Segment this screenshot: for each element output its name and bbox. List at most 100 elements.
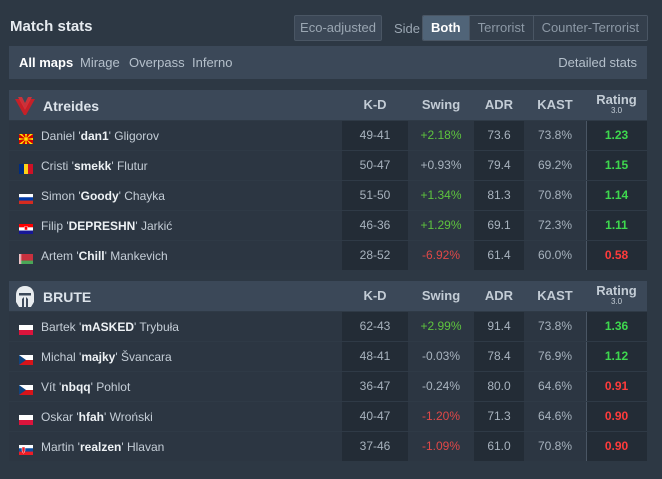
player-last-name: ' Trybuła: [134, 320, 179, 334]
player-first-name: Simon ': [41, 189, 81, 203]
stat-rating: 1.15: [604, 158, 629, 172]
macedonia-flag-icon: [19, 131, 33, 144]
romania-flag-icon: [19, 161, 33, 174]
player-cell: Vít 'nbqq' Pohlot: [9, 372, 342, 401]
player-name[interactable]: Simon 'Goody' Chayka: [41, 189, 165, 203]
player-cell: Daniel 'dan1' Gligorov: [9, 121, 342, 150]
map-tab-all-maps[interactable]: All maps: [19, 55, 74, 70]
rating-divider: [586, 372, 587, 401]
player-nickname: majky: [81, 350, 116, 364]
poland-flag-icon: [19, 412, 33, 425]
czech-flag-icon: [19, 382, 33, 395]
stat-swing: +2.99%: [408, 312, 474, 341]
player-row: Filip 'DEPRESHN' Jarkić 46-36 +1.29% 69.1 7…: [9, 210, 647, 240]
player-row: Bartek 'mASKED' Trybuła 62-43 +2.99% 91.4 7…: [9, 311, 647, 341]
stat-adr: 61.4: [487, 248, 511, 262]
team-header: BRUTE K-D Swing ADR KAST Rating 3.0: [9, 281, 647, 311]
player-first-name: Filip ': [41, 219, 69, 233]
player-nickname: DEPRESHN: [68, 219, 136, 233]
player-name[interactable]: Michal 'majky' Švancara: [41, 350, 172, 364]
stat-rating: 0.91: [604, 379, 629, 393]
player-cell: Cristi 'smekk' Flutur: [9, 151, 342, 180]
brute-logo: [13, 285, 37, 309]
player-nickname: nbqq: [61, 380, 91, 394]
team-name[interactable]: Atreides: [43, 98, 100, 114]
stat-kd: 46-36: [359, 218, 391, 232]
map-tab-mirage[interactable]: Mirage: [80, 55, 120, 70]
player-last-name: ' Švancara: [115, 350, 172, 364]
player-nickname: Chill: [78, 249, 105, 263]
col-header-adr[interactable]: ADR: [484, 97, 514, 112]
stat-kd: 62-43: [359, 319, 391, 333]
stat-kd: 49-41: [359, 128, 391, 142]
player-name[interactable]: Bartek 'mASKED' Trybuła: [41, 320, 179, 334]
player-name[interactable]: Daniel 'dan1' Gligorov: [41, 129, 159, 143]
stat-rating: 1.36: [604, 319, 629, 333]
col-header-swing[interactable]: Swing: [421, 288, 461, 303]
side-option-counter-terrorist[interactable]: Counter-Terrorist: [532, 16, 648, 40]
col-header-kast[interactable]: KAST: [537, 288, 573, 303]
player-nickname: Goody: [80, 189, 119, 203]
stat-rating: 1.14: [604, 188, 629, 202]
col-header-kd[interactable]: K-D: [363, 288, 387, 303]
team-table: BRUTE K-D Swing ADR KAST Rating 3.0 Bartek 'mA…: [9, 281, 647, 461]
col-header-swing[interactable]: Swing: [421, 97, 461, 112]
match-stats-header: Match stats Eco-adjusted Side Both Terro…: [0, 0, 662, 44]
player-row: Simon 'Goody' Chayka 51-50 +1.34% 81.3 70.8…: [9, 180, 647, 210]
player-nickname: mASKED: [81, 320, 134, 334]
eco-adjusted-toggle[interactable]: Eco-adjusted: [294, 15, 382, 41]
player-first-name: Bartek ': [41, 320, 82, 334]
stat-swing: +2.18%: [408, 121, 474, 150]
player-name[interactable]: Filip 'DEPRESHN' Jarkić: [41, 219, 172, 233]
czech-flag-icon: [19, 352, 33, 365]
player-name[interactable]: Cristi 'smekk' Flutur: [41, 159, 148, 173]
rating-divider: [586, 181, 587, 210]
side-option-both[interactable]: Both: [423, 16, 469, 40]
stat-kd: 40-47: [359, 409, 391, 423]
player-name[interactable]: Vít 'nbqq' Pohlot: [41, 380, 130, 394]
team-header: Atreides K-D Swing ADR KAST Rating 3.0: [9, 90, 647, 120]
rating-version-label: 3.0: [610, 106, 623, 115]
side-option-terrorist[interactable]: Terrorist: [468, 16, 533, 40]
stat-swing: -1.20%: [408, 402, 474, 431]
player-row: Cristi 'smekk' Flutur 50-47 +0.93% 79.4 69.…: [9, 150, 647, 180]
player-last-name: ' Gligorov: [108, 129, 159, 143]
col-header-kd[interactable]: K-D: [363, 97, 387, 112]
maps-bar: All maps Mirage Overpass Inferno Detaile…: [9, 46, 647, 79]
player-row: Daniel 'dan1' Gligorov 49-41 +2.18% 73.6 73…: [9, 120, 647, 150]
stat-adr: 78.4: [487, 349, 511, 363]
player-name[interactable]: Artem 'Chill' Mankevich: [41, 249, 168, 263]
col-header-rating[interactable]: Rating 3.0: [586, 281, 647, 311]
player-last-name: ' Flutur: [111, 159, 148, 173]
player-nickname: smekk: [73, 159, 112, 173]
stat-kd: 28-52: [359, 248, 391, 262]
detailed-stats-link[interactable]: Detailed stats: [558, 55, 637, 70]
player-first-name: Oskar ': [41, 410, 79, 424]
player-name[interactable]: Oskar 'hfah' Wroński: [41, 410, 153, 424]
stat-rating: 0.90: [604, 409, 629, 423]
player-name[interactable]: Martin 'realzen' Hlavan: [41, 440, 164, 454]
col-header-adr[interactable]: ADR: [484, 288, 514, 303]
stat-swing: -0.03%: [408, 342, 474, 371]
stat-kd: 50-47: [359, 158, 391, 172]
russia-flag-icon: [19, 191, 33, 204]
team-name[interactable]: BRUTE: [43, 289, 92, 305]
stat-adr: 71.3: [487, 409, 511, 423]
player-first-name: Cristi ': [41, 159, 74, 173]
stat-adr: 69.1: [487, 218, 511, 232]
side-label: Side: [394, 21, 421, 36]
croatia-flag-icon: [19, 221, 33, 234]
player-first-name: Artem ': [41, 249, 79, 263]
rating-divider: [586, 402, 587, 431]
stat-rating: 0.90: [604, 439, 629, 453]
col-header-kast[interactable]: KAST: [537, 97, 573, 112]
player-cell: Simon 'Goody' Chayka: [9, 181, 342, 210]
belarus-flag-icon: [19, 251, 33, 264]
col-header-rating[interactable]: Rating 3.0: [586, 90, 647, 120]
player-last-name: ' Pohlot: [90, 380, 131, 394]
player-row: Michal 'majky' Švancara 48-41 -0.03% 78.4 7…: [9, 341, 647, 371]
map-tab-overpass[interactable]: Overpass: [129, 55, 185, 70]
stat-kd: 36-47: [359, 379, 391, 393]
stat-kd: 51-50: [359, 188, 391, 202]
map-tab-inferno[interactable]: Inferno: [192, 55, 233, 70]
